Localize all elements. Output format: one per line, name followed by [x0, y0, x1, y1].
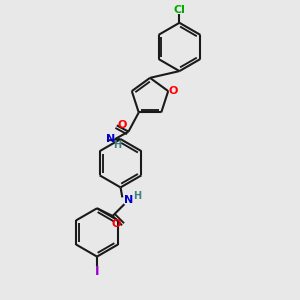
Text: H: H [133, 191, 141, 201]
Text: N: N [106, 134, 116, 144]
Text: N: N [124, 195, 134, 205]
Text: O: O [112, 219, 122, 229]
Text: O: O [117, 120, 127, 130]
Text: I: I [95, 265, 99, 278]
Text: Cl: Cl [173, 5, 185, 15]
Text: H: H [113, 140, 121, 151]
Text: O: O [169, 86, 178, 96]
